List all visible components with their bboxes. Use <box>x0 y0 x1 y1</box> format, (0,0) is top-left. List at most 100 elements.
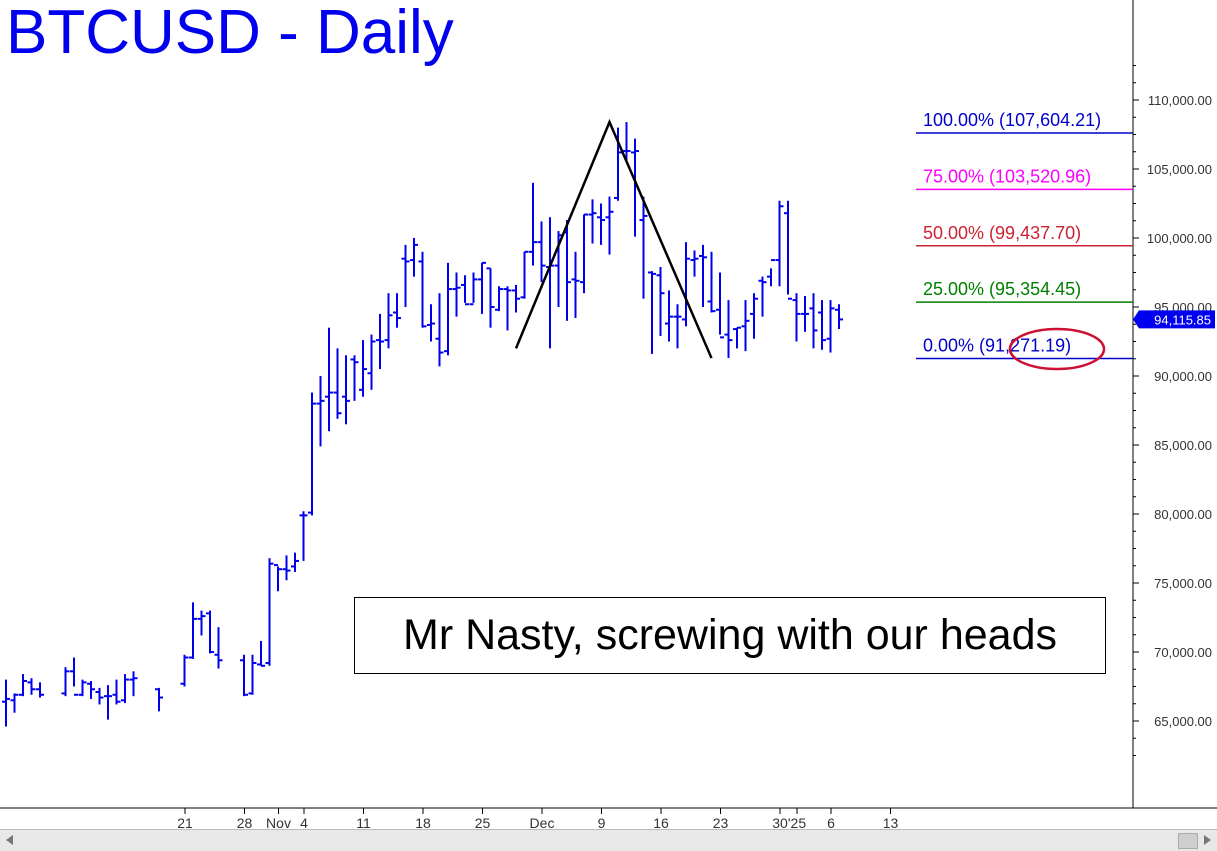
y-tick-label: 80,000.00 <box>1154 507 1212 522</box>
ohlc-bar <box>435 293 444 367</box>
scroll-left-arrow-icon[interactable] <box>6 835 13 845</box>
y-tick-label: 70,000.00 <box>1154 645 1212 660</box>
ohlc-bar <box>588 199 597 244</box>
ohlc-bar <box>27 678 36 695</box>
last-price-label: 94,115.85 <box>1154 312 1211 327</box>
ohlc-bar <box>70 657 78 696</box>
x-tick-label: Dec <box>530 815 555 831</box>
x-tick-label: 18 <box>415 815 431 831</box>
ohlc-bar <box>350 355 359 401</box>
ohlc-bar <box>648 271 656 354</box>
abc-pattern <box>514 118 713 359</box>
ohlc-bar <box>401 244 410 307</box>
scroll-right-arrow-icon[interactable] <box>1204 835 1211 845</box>
ohlc-bar <box>818 300 826 350</box>
ohlc-bar <box>189 602 197 659</box>
ohlc-bar <box>835 304 843 330</box>
ohlc-bar <box>274 564 282 592</box>
ohlc-bar <box>750 293 758 339</box>
x-tick-label: 11 <box>356 815 371 831</box>
ohlc-bar <box>495 286 503 312</box>
ohlc-bar <box>197 610 206 636</box>
x-tick-label: 9 <box>598 815 606 831</box>
x-tick-label: 21 <box>177 815 193 831</box>
fib-label: 100.00% (107,604.21) <box>923 110 1101 130</box>
y-tick-label: 90,000.00 <box>1154 369 1212 384</box>
ohlc-bar <box>206 610 214 654</box>
ohlc-bar <box>427 304 435 342</box>
y-axis: 110,000.00105,000.00100,000.0095,000.009… <box>0 0 1217 809</box>
scroll-thumb[interactable] <box>1178 833 1198 849</box>
y-tick-label: 100,000.00 <box>1147 231 1212 246</box>
ohlc-bar <box>605 196 614 255</box>
ohlc-bar <box>699 244 707 307</box>
ohlc-bar <box>724 300 733 359</box>
ohlc-bar <box>10 693 19 713</box>
x-tick-label: 6 <box>827 815 835 831</box>
ohlc-bar <box>656 266 665 336</box>
ohlc-bar <box>19 674 27 697</box>
ohlc-bar <box>87 680 95 699</box>
ohlc-bar <box>792 293 801 342</box>
y-tick-label: 105,000.00 <box>1147 162 1212 177</box>
ohlc-bar <box>282 555 291 581</box>
ohlc-bar <box>537 221 546 283</box>
fib-label: 75.00% (103,520.96) <box>923 166 1091 186</box>
x-tick-label: 4 <box>300 815 308 831</box>
ohlc-bar <box>775 200 784 287</box>
ohlc-bar <box>342 355 350 425</box>
horizontal-scrollbar[interactable] <box>0 829 1217 851</box>
y-tick-label: 85,000.00 <box>1154 438 1212 453</box>
ohlc-bar <box>571 251 580 319</box>
x-tick-label: Nov <box>266 815 291 831</box>
ohlc-bar <box>826 300 835 353</box>
ohlc-bar <box>486 267 495 328</box>
ohlc-bar <box>129 671 138 697</box>
ohlc-bar <box>767 259 775 287</box>
abc-pattern-line <box>514 118 713 359</box>
ohlc-bar <box>325 327 333 432</box>
ohlc-bars <box>2 122 843 727</box>
ohlc-bar <box>112 679 121 705</box>
ohlc-bar <box>503 286 512 331</box>
ohlc-bar <box>121 674 129 704</box>
ohlc-bar <box>801 295 809 332</box>
x-tick-label: '25 <box>788 815 806 831</box>
ohlc-bar <box>682 242 690 327</box>
ohlc-bar <box>333 348 342 419</box>
ohlc-bar <box>809 293 818 349</box>
ohlc-bar <box>248 654 257 695</box>
last-price-flag <box>1133 310 1215 329</box>
ohlc-bar <box>299 511 308 561</box>
ohlc-bar <box>384 293 393 349</box>
fib-label: 25.00% (95,354.45) <box>923 279 1081 299</box>
ohlc-bar <box>707 251 716 313</box>
ohlc-bar <box>758 276 767 317</box>
x-tick-label: 16 <box>653 815 669 831</box>
chart-title: BTCUSD - Daily <box>6 0 454 67</box>
ohlc-bar <box>257 640 265 667</box>
ohlc-bar <box>95 687 104 705</box>
ohlc-bar <box>376 313 384 370</box>
y-tick-label: 110,000.00 <box>1148 93 1212 108</box>
ohlc-bar <box>665 290 673 342</box>
x-tick-label: 23 <box>713 815 729 831</box>
ohlc-bar <box>452 272 461 317</box>
highlight-ellipse <box>1008 327 1106 371</box>
fib-label: 0.00% (91,271.19) <box>923 335 1071 355</box>
x-axis: 21 28 Nov 4 11 18 25 Dec 9 16 23 30'25 6 13 <box>177 808 898 831</box>
ohlc-bar <box>265 558 274 666</box>
x-tick-label: 30 <box>772 815 788 831</box>
ohlc-bar <box>529 182 537 266</box>
ohlc-bar <box>61 667 70 697</box>
ohlc-bar <box>393 293 401 328</box>
ohlc-bar <box>104 685 112 720</box>
x-tick-label: 13 <box>883 815 899 831</box>
y-tick-label: 75,000.00 <box>1154 576 1212 591</box>
ohlc-bar <box>512 284 520 313</box>
ohlc-bar <box>631 138 639 237</box>
ohlc-bar <box>367 334 376 390</box>
x-tick-label: 25 <box>475 815 491 831</box>
fibonacci-levels: 100.00% (107,604.21) 75.00% (103,520.96) 5… <box>916 110 1133 360</box>
